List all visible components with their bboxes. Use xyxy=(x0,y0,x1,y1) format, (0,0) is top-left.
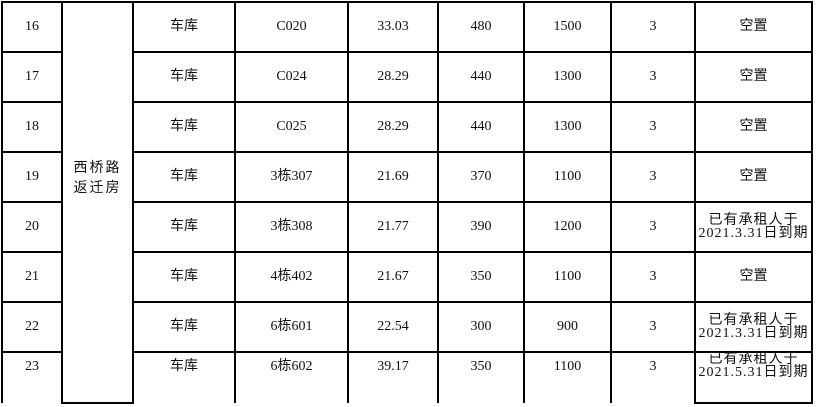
asset-type-cell: 车库 xyxy=(132,151,236,203)
status-cell: 空置 xyxy=(694,1,813,53)
price-a-cell: 300 xyxy=(437,301,525,353)
price-a-cell: 350 xyxy=(437,351,525,403)
row-number-cell: 21 xyxy=(1,251,63,303)
unit-code-cell: 6栋602 xyxy=(234,351,349,403)
lease-years-cell: 3 xyxy=(610,151,696,203)
asset-type-cell: 车库 xyxy=(132,51,236,103)
price-a-cell: 390 xyxy=(437,201,525,253)
unit-code-cell: 3栋308 xyxy=(234,201,349,253)
unit-code-cell: 3栋307 xyxy=(234,151,349,203)
price-b-cell: 1100 xyxy=(523,251,612,303)
unit-code-cell: 6栋601 xyxy=(234,301,349,353)
area-cell: 21.77 xyxy=(347,201,439,253)
unit-code-cell: 4栋402 xyxy=(234,251,349,303)
row-number-cell: 17 xyxy=(1,51,63,103)
price-b-cell: 900 xyxy=(523,301,612,353)
price-a-cell: 440 xyxy=(437,101,525,153)
row-number-cell: 20 xyxy=(1,201,63,253)
area-cell: 21.69 xyxy=(347,151,439,203)
lease-years-cell: 3 xyxy=(610,351,696,403)
price-b-cell: 1100 xyxy=(523,351,612,403)
area-cell: 39.17 xyxy=(347,351,439,403)
unit-code-cell: C024 xyxy=(234,51,349,103)
price-b-cell: 1500 xyxy=(523,1,612,53)
price-a-cell: 370 xyxy=(437,151,525,203)
table-row: 20 车库 3栋308 21.77 390 1200 3 已有承租人于2021.3.31日到期 xyxy=(1,201,813,253)
price-a-cell: 480 xyxy=(437,1,525,53)
asset-type-cell: 车库 xyxy=(132,1,236,53)
area-cell: 21.67 xyxy=(347,251,439,303)
table-row: 17 车库 C024 28.29 440 1300 3 空置 xyxy=(1,51,813,103)
status-cell: 空置 xyxy=(694,151,813,203)
lease-years-cell: 3 xyxy=(610,51,696,103)
status-cell: 空置 xyxy=(694,251,813,303)
asset-type-cell: 车库 xyxy=(132,301,236,353)
status-cell: 已有承租人于2021.3.31日到期 xyxy=(694,201,813,253)
status-cell: 已有承租人于2021.3.31日到期 xyxy=(694,301,813,353)
table-row: 22 车库 6栋601 22.54 300 900 3 已有承租人于2021.3.31日到期 xyxy=(1,301,813,353)
price-b-cell: 1300 xyxy=(523,51,612,103)
table-row: 23 车库 6栋602 39.17 350 1100 3 已有承租人于2021.5.31日到期 xyxy=(1,351,813,404)
price-b-cell: 1100 xyxy=(523,151,612,203)
lease-years-cell: 3 xyxy=(610,101,696,153)
asset-type-cell: 车库 xyxy=(132,251,236,303)
row-number-cell: 19 xyxy=(1,151,63,203)
table-row: 19 车库 3栋307 21.69 370 1100 3 空置 xyxy=(1,151,813,203)
area-cell: 22.54 xyxy=(347,301,439,353)
area-cell: 28.29 xyxy=(347,51,439,103)
price-a-cell: 350 xyxy=(437,251,525,303)
unit-code-cell: C025 xyxy=(234,101,349,153)
price-b-cell: 1200 xyxy=(523,201,612,253)
row-number-cell: 22 xyxy=(1,301,63,353)
status-cell: 已有承租人于2021.5.31日到期 xyxy=(694,351,813,404)
price-a-cell: 440 xyxy=(437,51,525,103)
lease-years-cell: 3 xyxy=(610,1,696,53)
table-row: 21 车库 4栋402 21.67 350 1100 3 空置 xyxy=(1,251,813,303)
area-cell: 28.29 xyxy=(347,101,439,153)
area-cell: 33.03 xyxy=(347,1,439,53)
lease-years-cell: 3 xyxy=(610,251,696,303)
asset-type-cell: 车库 xyxy=(132,351,236,403)
unit-code-cell: C020 xyxy=(234,1,349,53)
price-b-cell: 1300 xyxy=(523,101,612,153)
group-label: 西桥路 返迁房 xyxy=(61,1,134,404)
asset-type-cell: 车库 xyxy=(132,201,236,253)
status-cell: 空置 xyxy=(694,101,813,153)
row-number-cell: 16 xyxy=(1,1,63,53)
row-number-cell: 23 xyxy=(1,351,63,403)
table-row: 18 车库 C025 28.29 440 1300 3 空置 xyxy=(1,101,813,153)
asset-type-cell: 车库 xyxy=(132,101,236,153)
status-cell: 空置 xyxy=(694,51,813,103)
row-number-cell: 18 xyxy=(1,101,63,153)
lease-years-cell: 3 xyxy=(610,301,696,353)
lease-years-cell: 3 xyxy=(610,201,696,253)
